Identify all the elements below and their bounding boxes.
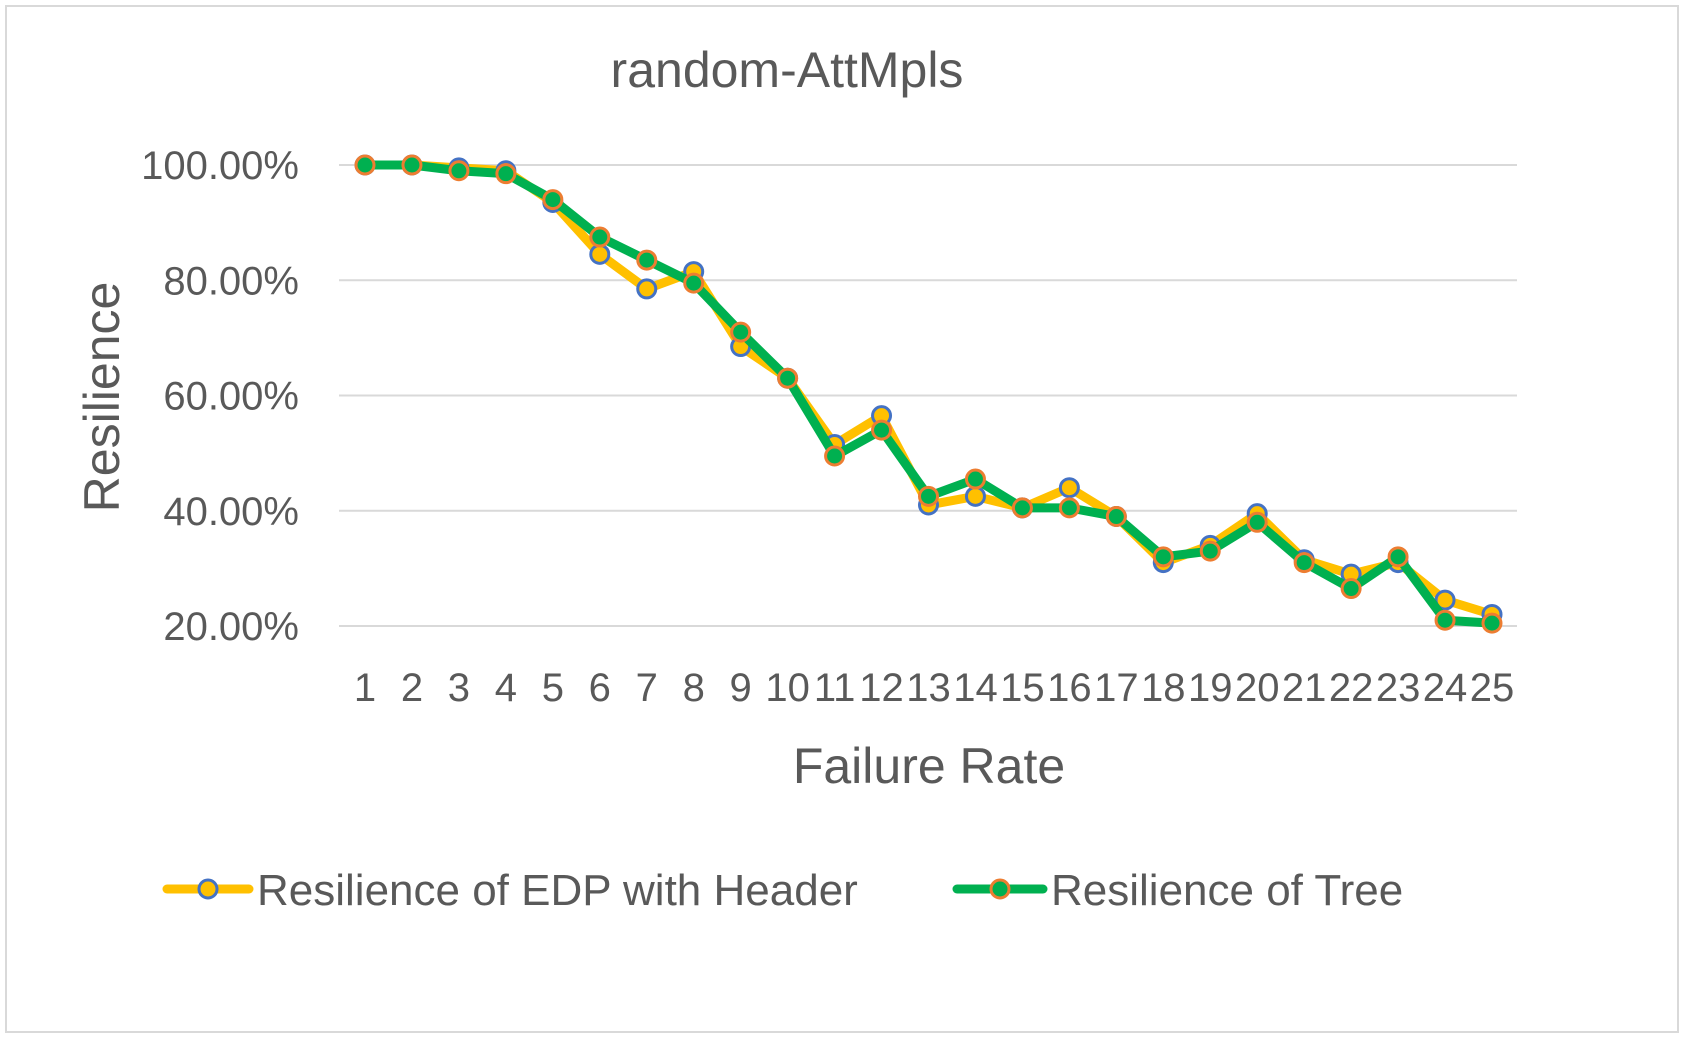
data-point <box>730 321 752 343</box>
x-tick-label: 24 <box>1423 666 1468 710</box>
legend-swatch-marker <box>197 878 219 900</box>
x-tick-label: 18 <box>1141 666 1186 710</box>
x-tick-label: 6 <box>589 666 611 710</box>
x-tick-label: 16 <box>1047 666 1092 710</box>
data-point <box>1434 589 1456 611</box>
data-point <box>1246 511 1268 533</box>
x-tick-label: 10 <box>765 666 810 710</box>
legend-swatch-marker <box>989 878 1011 900</box>
series-lines <box>354 154 1503 634</box>
x-axis-tick-labels: 1 2 3 4 5 6 7 8 9 10 11 12 13 14 15 16 17 18 19 20 21 22 23 24 2… <box>354 666 1514 710</box>
x-tick-label: 5 <box>542 666 564 710</box>
x-tick-label: 20 <box>1235 666 1280 710</box>
x-tick-label: 21 <box>1282 666 1327 710</box>
data-point <box>1293 552 1315 574</box>
data-point <box>401 154 423 176</box>
gridlines <box>339 164 1517 627</box>
data-point <box>777 367 799 389</box>
data-point <box>448 160 470 182</box>
x-tick-label: 14 <box>953 666 998 710</box>
x-tick-label: 13 <box>906 666 951 710</box>
series-1 <box>354 154 1503 625</box>
data-point <box>683 272 705 294</box>
y-tick-label: 100.00% <box>141 144 299 188</box>
data-point <box>964 468 986 490</box>
data-point <box>918 485 939 507</box>
data-point <box>1058 497 1080 519</box>
x-tick-label: 25 <box>1470 666 1515 710</box>
data-point <box>1481 612 1503 634</box>
x-tick-label: 3 <box>448 666 470 710</box>
x-tick-label: 23 <box>1376 666 1421 710</box>
x-tick-label: 7 <box>636 666 658 710</box>
y-axis-tick-labels: 100.00% 80.00% 60.00% 40.00% 20.00% <box>141 144 299 649</box>
chart-title: random-AttMpls <box>611 42 964 98</box>
x-tick-label: 12 <box>859 666 904 710</box>
data-point <box>495 163 517 185</box>
data-point <box>636 249 658 271</box>
data-point <box>589 243 611 265</box>
x-tick-label: 8 <box>683 666 705 710</box>
legend-label: Resilience of EDP with Header <box>257 866 858 915</box>
y-tick-label: 60.00% <box>163 375 299 419</box>
y-tick-label: 40.00% <box>163 490 299 534</box>
y-tick-label: 80.00% <box>163 259 299 303</box>
data-point <box>871 419 893 441</box>
chart-frame: random-AttMpls 100.00% 80.00% 60.00% 40.00%… <box>5 5 1679 1033</box>
x-tick-label: 9 <box>730 666 752 710</box>
x-axis-label: Failure Rate <box>793 738 1065 794</box>
data-point <box>1387 546 1409 568</box>
x-tick-label: 11 <box>814 666 856 710</box>
data-point <box>1199 540 1221 562</box>
x-tick-label: 19 <box>1188 666 1233 710</box>
y-axis-label: Resilience <box>74 282 130 513</box>
data-point <box>636 278 658 300</box>
data-point <box>1058 477 1080 499</box>
x-tick-label: 2 <box>401 666 423 710</box>
data-point <box>1152 546 1174 568</box>
data-point <box>1340 578 1362 600</box>
data-point <box>1434 609 1456 631</box>
legend-label: Resilience of Tree <box>1051 866 1403 915</box>
y-tick-label: 20.00% <box>163 605 299 649</box>
data-point <box>824 445 846 467</box>
x-tick-label: 15 <box>1000 666 1045 710</box>
legend-item: Resilience of Tree <box>952 866 1403 915</box>
data-point <box>964 485 986 507</box>
x-tick-label: 17 <box>1094 666 1139 710</box>
legend: Resilience of EDP with Header Resilience … <box>162 866 1403 915</box>
series-2 <box>354 154 1503 634</box>
data-point <box>1011 497 1033 519</box>
data-point <box>1105 506 1127 528</box>
data-point <box>542 189 564 211</box>
data-point <box>354 154 376 176</box>
series-line <box>360 160 1497 619</box>
line-chart: random-AttMpls 100.00% 80.00% 60.00% 40.00%… <box>74 42 1517 915</box>
x-tick-label: 22 <box>1329 666 1374 710</box>
legend-item: Resilience of EDP with Header <box>162 866 858 915</box>
data-point <box>589 226 611 248</box>
x-tick-label: 4 <box>495 666 517 710</box>
series-line <box>360 160 1497 628</box>
x-tick-label: 1 <box>354 666 376 710</box>
